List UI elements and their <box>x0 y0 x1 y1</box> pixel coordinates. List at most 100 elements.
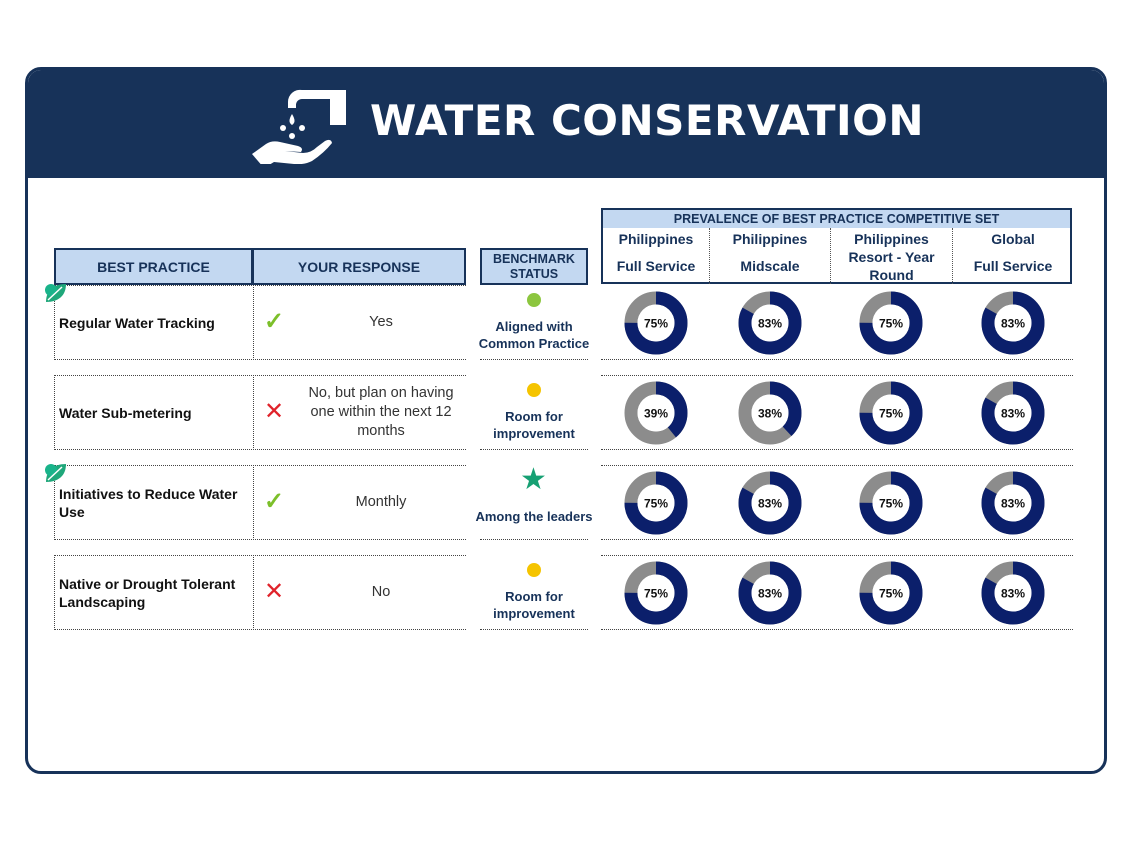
donut-share <box>624 291 688 354</box>
donut-share <box>738 291 802 354</box>
donut-share <box>981 561 1045 624</box>
response-line: one within the next 12 <box>310 404 452 420</box>
prevalence-donut: 75% <box>859 381 923 444</box>
prevalence-donut: 75% <box>624 561 688 624</box>
benchmark-header-line1: BENCHMARK <box>493 251 575 266</box>
benchmark-status-text: Among the leaders <box>469 508 599 525</box>
segment-divider <box>830 228 831 284</box>
best-practice-label: Native or Drought Tolerant Landscaping <box>59 575 251 611</box>
donut-percent-label: 75% <box>644 586 668 600</box>
segment-philippines-full-service: Philippines Full Service <box>603 228 709 284</box>
donut-share <box>981 471 1045 534</box>
status-yellow-dot <box>527 563 541 577</box>
donut-percent-label: 75% <box>644 316 668 330</box>
cross-icon: ✕ <box>264 397 285 425</box>
benchmark-line: improvement <box>493 426 575 441</box>
segment-line1: Philippines <box>732 231 808 247</box>
donut-percent-label: 83% <box>758 316 782 330</box>
table-row <box>54 375 466 450</box>
segment-header-box <box>601 228 1072 284</box>
segment-philippines-resort: Philippines Resort - Year Round <box>831 228 952 284</box>
prevalence-donut: 75% <box>859 291 923 354</box>
leader-star-icon: ★ <box>520 463 547 496</box>
donut-percent-label: 83% <box>1001 406 1025 420</box>
best-practice-label: Regular Water Tracking <box>59 314 251 332</box>
donut-percent-label: 83% <box>1001 586 1025 600</box>
prevalence-donut: 75% <box>624 291 688 354</box>
donut-share <box>859 471 923 534</box>
prevalence-cell <box>601 375 1073 450</box>
prevalence-donut: 38% <box>738 381 802 444</box>
cross-icon: ✕ <box>264 577 285 605</box>
donut-percent-label: 83% <box>1001 316 1025 330</box>
prevalence-donut: 83% <box>738 291 802 354</box>
benchmark-cell <box>480 375 588 450</box>
your-response-header: YOUR RESPONSE <box>252 248 466 285</box>
prevalence-cell <box>601 285 1073 360</box>
best-practice-line: Initiatives to Reduce Water <box>59 485 238 502</box>
segment-line2: Full Service <box>973 258 1053 274</box>
benchmark-line: Common Practice <box>478 336 590 351</box>
donut-percent-label: 39% <box>644 406 668 420</box>
benchmark-status-header: BENCHMARK STATUS <box>480 248 588 285</box>
best-practice-line: Use <box>59 503 85 520</box>
donut-share <box>859 381 923 444</box>
segment-divider <box>952 228 953 284</box>
eco-leaf-icon <box>45 284 66 302</box>
response-text: No <box>292 583 470 602</box>
row-divider <box>253 555 254 630</box>
donut-share <box>738 471 802 534</box>
row-divider <box>253 285 254 360</box>
donut-share <box>738 381 802 444</box>
benchmark-status-text: Aligned with Common Practice <box>469 318 599 352</box>
response-text: No, but plan on having one within the nex… <box>292 384 470 441</box>
prevalence-donut: 83% <box>738 471 802 534</box>
water-conservation-card: WATER CONSERVATION <box>25 67 1107 774</box>
segment-line1: Philippines <box>618 231 694 247</box>
prevalence-cell <box>601 465 1073 540</box>
best-practice-line: Landscaping <box>59 593 146 610</box>
benchmark-line: Room for <box>505 589 563 604</box>
donut-share <box>738 561 802 624</box>
response-line: Monthly <box>355 494 407 510</box>
benchmark-header-line2: STATUS <box>509 266 559 281</box>
response-line: No, but plan on having <box>308 385 454 401</box>
response-text: Monthly <box>292 493 470 512</box>
donut-percent-label: 75% <box>879 406 903 420</box>
prevalence-donut: 75% <box>624 471 688 534</box>
best-practice-line: Water Sub-metering <box>59 404 192 421</box>
donut-share <box>859 291 923 354</box>
donut-share <box>981 291 1045 354</box>
response-line: Yes <box>369 314 393 330</box>
prevalence-donut: 83% <box>981 381 1045 444</box>
prevalence-donut: 83% <box>981 471 1045 534</box>
prevalence-donut: 83% <box>981 561 1045 624</box>
donut-percent-label: 75% <box>879 316 903 330</box>
segment-philippines-midscale: Philippines Midscale <box>710 228 830 284</box>
segment-line2: Resort - Year <box>848 249 935 265</box>
segment-line2: Full Service <box>616 258 696 274</box>
segment-divider <box>709 228 710 284</box>
table-row <box>54 465 466 540</box>
donut-percent-label: 75% <box>879 586 903 600</box>
segment-line3: Round <box>869 267 914 283</box>
benchmark-cell <box>480 285 588 360</box>
prevalence-header: PREVALENCE OF BEST PRACTICE COMPETITIVE … <box>601 208 1072 228</box>
status-yellow-dot <box>527 383 541 397</box>
donut-share <box>624 561 688 624</box>
donut-share <box>624 471 688 534</box>
checkmark-icon: ✓ <box>264 487 285 515</box>
benchmark-cell <box>480 465 588 540</box>
segment-line1: Global <box>991 231 1035 247</box>
best-practice-label: Initiatives to Reduce Water Use <box>59 485 251 521</box>
prevalence-cell <box>601 555 1073 630</box>
status-green-dot <box>527 293 541 307</box>
donut-percent-label: 83% <box>1001 496 1025 510</box>
title-banner: WATER CONSERVATION <box>28 70 1104 178</box>
prevalence-donut: 75% <box>859 561 923 624</box>
donut-percent-label: 75% <box>879 496 903 510</box>
benchmark-status-text: Room for improvement <box>469 408 599 442</box>
benchmark-cell <box>480 555 588 630</box>
eco-leaf-icon <box>45 464 66 482</box>
benchmark-status-text: Room for improvement <box>469 588 599 622</box>
